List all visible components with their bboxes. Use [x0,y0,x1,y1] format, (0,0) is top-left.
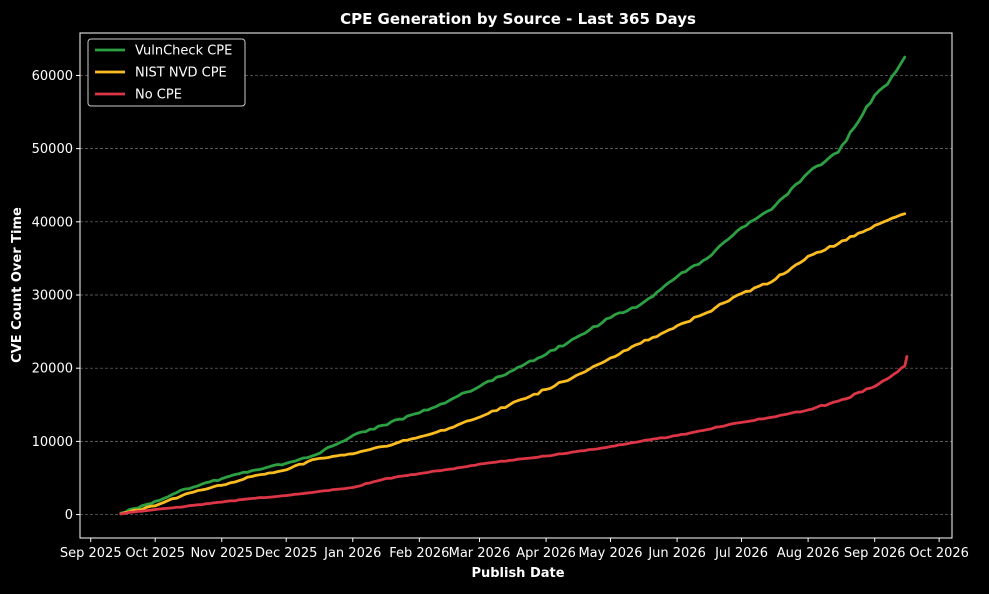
x-tick-label: Apr 2026 [516,546,576,561]
x-tick-label: Nov 2025 [190,546,253,561]
x-axis: Sep 2025 Oct 2025 Nov 2025 Dec 2025 Jan 2026… [60,538,969,561]
series-lines [119,55,909,516]
legend: VulnCheck CPE NIST NVD CPE No CPE [87,38,246,107]
plot-frame [79,32,953,539]
y-tick-label: 60000 [32,69,73,84]
legend-label: No CPE [135,88,182,103]
y-axis-title: CVE Count Over Time [10,207,25,363]
series-line-no-cpe [119,355,909,516]
x-tick-label: Oct 2026 [909,546,969,561]
gridlines [80,75,952,515]
series-line-vulncheck-cpe [119,55,907,515]
y-tick-label: 40000 [32,215,73,230]
y-tick-label: 30000 [32,289,73,304]
x-tick-label: Jul 2026 [714,546,768,561]
legend-box [87,38,246,107]
y-tick-label: 20000 [32,362,73,377]
x-tick-label: Jan 2026 [323,546,381,561]
x-tick-label: May 2026 [578,546,642,561]
y-tick-label: 0 [65,508,73,523]
y-axis: 0 10000 20000 30000 40000 50000 60000 [32,69,80,523]
x-tick-label: Dec 2025 [255,546,317,561]
x-tick-label: Oct 2025 [125,546,185,561]
y-tick-label: 50000 [32,142,73,157]
x-tick-label: Mar 2026 [449,546,511,561]
x-tick-label: Jun 2026 [647,546,706,561]
x-tick-label: Sep 2025 [60,546,122,561]
x-tick-label: Sep 2026 [844,546,906,561]
y-tick-label: 10000 [32,435,73,450]
x-axis-title: Publish Date [471,566,564,581]
legend-label: VulnCheck CPE [135,44,232,59]
x-tick-label: Feb 2026 [389,546,449,561]
series-line-nist-nvd-cpe [119,212,907,516]
chart-title: CPE Generation by Source - Last 365 Days [340,10,696,28]
x-tick-label: Aug 2026 [777,546,840,561]
legend-label: NIST NVD CPE [135,66,227,81]
